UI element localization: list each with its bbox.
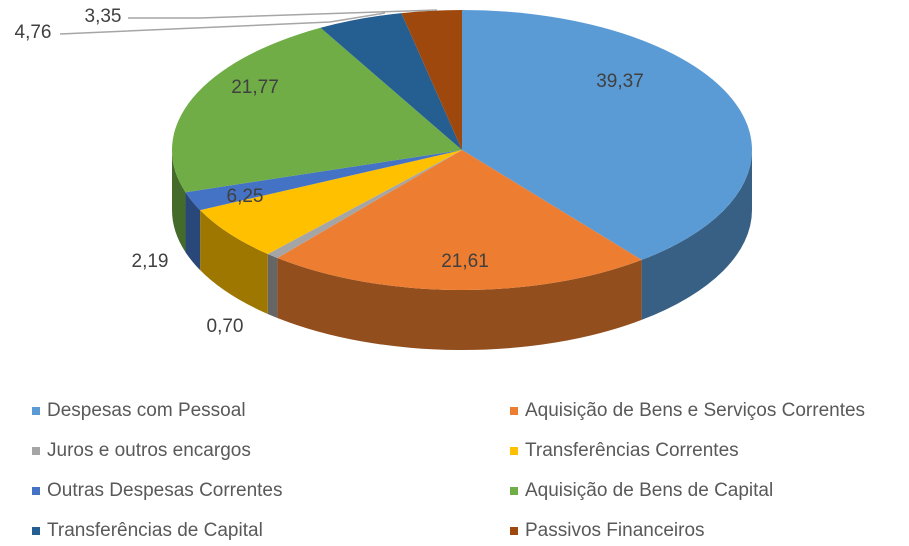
pie-slice xyxy=(185,150,463,211)
pie-side xyxy=(172,150,186,253)
data-label: 39,37 xyxy=(596,71,644,92)
pie-slice xyxy=(171,27,462,193)
pie-slice xyxy=(200,150,463,254)
legend-swatch xyxy=(510,447,518,455)
legend-label: Outras Despesas Correntes xyxy=(47,480,283,501)
pie-side xyxy=(200,210,268,314)
legend-label: Transferências de Capital xyxy=(47,520,263,541)
legend-swatch xyxy=(510,487,518,495)
legend-swatch xyxy=(32,407,40,415)
data-label: 6,25 xyxy=(227,186,264,207)
legend-swatch xyxy=(510,407,518,415)
data-label: 21,61 xyxy=(441,251,489,272)
pie-side xyxy=(267,253,278,318)
data-label: 0,70 xyxy=(207,316,244,337)
legend-swatch xyxy=(510,527,518,535)
legend-swatch xyxy=(32,447,40,455)
pie-slice xyxy=(462,10,752,260)
pie-side xyxy=(277,257,642,350)
leader-line xyxy=(128,9,438,19)
legend-swatch xyxy=(32,487,40,495)
pie-slice xyxy=(277,150,642,290)
pie-side xyxy=(185,192,201,271)
legend-swatch xyxy=(32,527,40,535)
pie-slice xyxy=(320,13,462,151)
legend-label: Aquisição de Bens de Capital xyxy=(525,480,773,501)
legend-label: Despesas com Pessoal xyxy=(47,400,246,421)
data-label: 3,35 xyxy=(85,6,122,27)
pie-side xyxy=(641,150,752,320)
data-label: 21,77 xyxy=(231,77,279,98)
legend-label: Juros e outros encargos xyxy=(47,440,251,461)
data-label: 4,76 xyxy=(15,22,52,43)
leader-line xyxy=(59,12,386,35)
legend-label: Aquisição de Bens e Serviços Correntes xyxy=(525,400,865,421)
legend-label: Passivos Financeiros xyxy=(525,520,705,541)
data-label: 2,19 xyxy=(132,251,169,272)
legend-label: Transferências Correntes xyxy=(525,440,739,461)
pie-slice xyxy=(401,10,462,150)
pie-slice xyxy=(267,150,462,258)
